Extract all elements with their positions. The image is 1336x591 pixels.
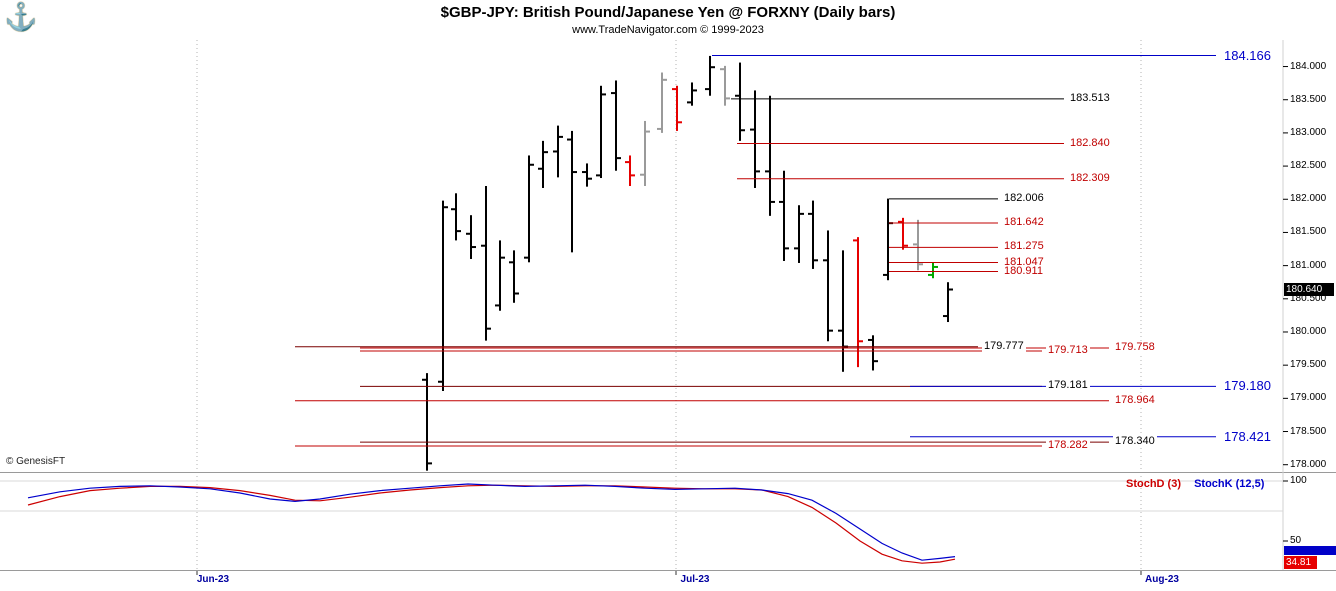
stochk-legend-label: StochK (12,5)	[1194, 478, 1265, 490]
stochk-value-badge	[1284, 546, 1336, 555]
stoch-legend: StochD (3) StochK (12,5)	[1126, 478, 1264, 490]
stochd-value-badge: 34.81	[1284, 556, 1317, 569]
chart-title: $GBP-JPY: British Pound/Japanese Yen @ F…	[440, 4, 896, 21]
stochd-legend-label: StochD (3)	[1126, 478, 1181, 490]
stochd-line	[27, 484, 956, 564]
genesis-anchor-logo-icon: ⚓	[4, 2, 38, 32]
last-price-badge: 180.640	[1284, 283, 1334, 296]
genesis-watermark: © GenesisFT	[6, 456, 66, 467]
chart-subtitle: www.TradeNavigator.com © 1999-2023	[572, 24, 764, 36]
stochk-line	[27, 483, 956, 561]
